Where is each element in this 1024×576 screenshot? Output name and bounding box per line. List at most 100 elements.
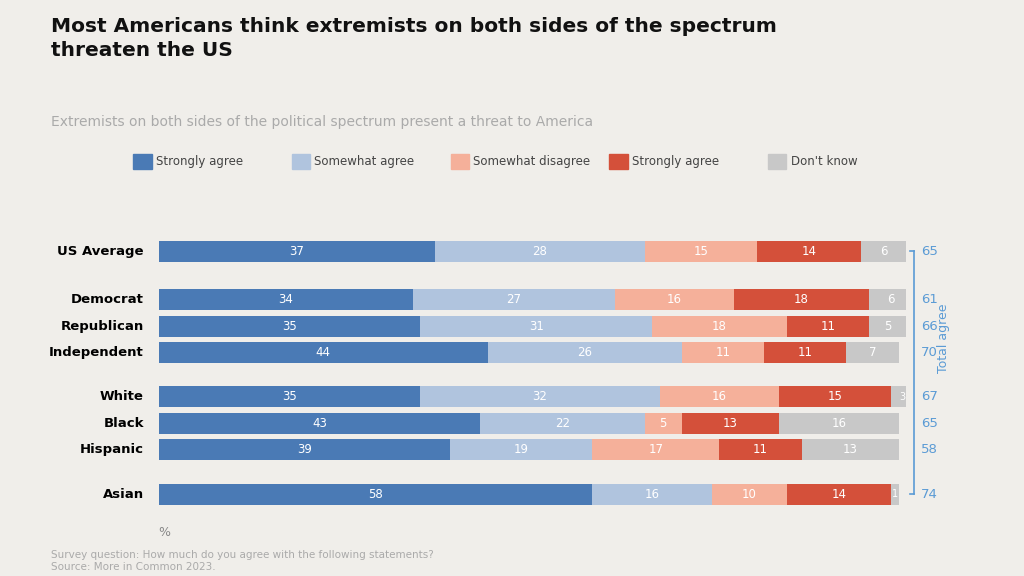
Text: 3: 3 [899,392,905,402]
Bar [159,316,420,336]
Bar [734,289,868,310]
Text: 18: 18 [795,293,809,306]
Text: Independent: Independent [49,346,143,359]
Text: 58: 58 [922,443,938,456]
Text: Black: Black [103,417,143,430]
Bar [614,289,734,310]
Bar [480,413,645,434]
Text: Strongly agree: Strongly agree [156,155,243,168]
Text: 16: 16 [831,417,847,430]
Bar [891,484,899,505]
Text: 65: 65 [922,417,938,430]
Text: 11: 11 [753,443,768,456]
Text: 1: 1 [892,489,898,499]
Text: Strongly agree: Strongly agree [632,155,719,168]
Bar [891,386,913,407]
Text: 32: 32 [532,391,548,403]
Text: Republican: Republican [60,320,143,333]
Bar [719,439,802,460]
Bar [786,316,868,336]
Text: US Average: US Average [57,245,143,258]
Text: 58: 58 [368,488,383,501]
Text: White: White [100,391,143,403]
Text: Survey question: How much do you agree with the following statements?
Source: Mo: Survey question: How much do you agree w… [51,550,434,571]
Text: 28: 28 [532,245,548,258]
Text: 22: 22 [555,417,570,430]
Text: 15: 15 [693,245,709,258]
Text: Don't know: Don't know [791,155,857,168]
Text: 16: 16 [644,488,659,501]
Text: 13: 13 [843,443,858,456]
Bar [487,342,682,363]
Text: 34: 34 [279,293,293,306]
Text: Somewhat agree: Somewhat agree [314,155,415,168]
Bar [159,289,413,310]
Text: 19: 19 [514,443,528,456]
Text: 70: 70 [922,346,938,359]
Text: 61: 61 [922,293,938,306]
Bar [652,316,786,336]
Bar [451,439,592,460]
Text: Somewhat disagree: Somewhat disagree [473,155,590,168]
Text: 17: 17 [648,443,664,456]
Text: 6: 6 [888,293,895,306]
Bar [159,439,451,460]
Text: 7: 7 [868,346,877,359]
Text: 6: 6 [880,245,888,258]
Text: Most Americans think extremists on both sides of the spectrum
threaten the US: Most Americans think extremists on both … [51,17,777,60]
Text: Extremists on both sides of the political spectrum present a threat to America: Extremists on both sides of the politica… [51,115,593,129]
Text: 11: 11 [798,346,813,359]
Bar [645,413,682,434]
Bar [592,484,712,505]
Bar [779,413,899,434]
Bar [861,241,906,262]
Bar [645,241,757,262]
Bar [757,241,861,262]
Text: 74: 74 [922,488,938,501]
Text: 14: 14 [802,245,816,258]
Bar [712,484,786,505]
Text: 18: 18 [712,320,727,333]
Bar [159,342,487,363]
Text: 26: 26 [578,346,592,359]
Bar [420,316,652,336]
Text: Total agree: Total agree [937,303,950,373]
Text: 27: 27 [506,293,521,306]
Text: 16: 16 [667,293,682,306]
Text: 5: 5 [884,320,891,333]
Text: 39: 39 [297,443,312,456]
Text: 67: 67 [922,391,938,403]
Bar [420,386,659,407]
Text: %: % [159,526,171,540]
Bar [413,289,614,310]
Text: 66: 66 [922,320,938,333]
Text: 35: 35 [283,320,297,333]
Bar [159,413,480,434]
Bar [802,439,899,460]
Text: 11: 11 [716,346,730,359]
Bar [682,413,779,434]
Bar [764,342,847,363]
Bar [682,342,764,363]
Bar [779,386,891,407]
Bar [868,316,906,336]
Bar [786,484,891,505]
Bar [159,484,592,505]
Text: 35: 35 [283,391,297,403]
Text: 65: 65 [922,245,938,258]
Text: 13: 13 [723,417,738,430]
Text: 5: 5 [659,417,667,430]
Bar [868,289,913,310]
Text: 31: 31 [528,320,544,333]
Bar [847,342,899,363]
Text: Democrat: Democrat [71,293,143,306]
Text: 16: 16 [712,391,727,403]
Text: 10: 10 [741,488,757,501]
Text: Hispanic: Hispanic [80,443,143,456]
Bar [159,241,435,262]
Text: 44: 44 [315,346,331,359]
Text: Asian: Asian [102,488,143,501]
Text: 37: 37 [290,245,304,258]
Bar [159,386,420,407]
Bar [659,386,779,407]
